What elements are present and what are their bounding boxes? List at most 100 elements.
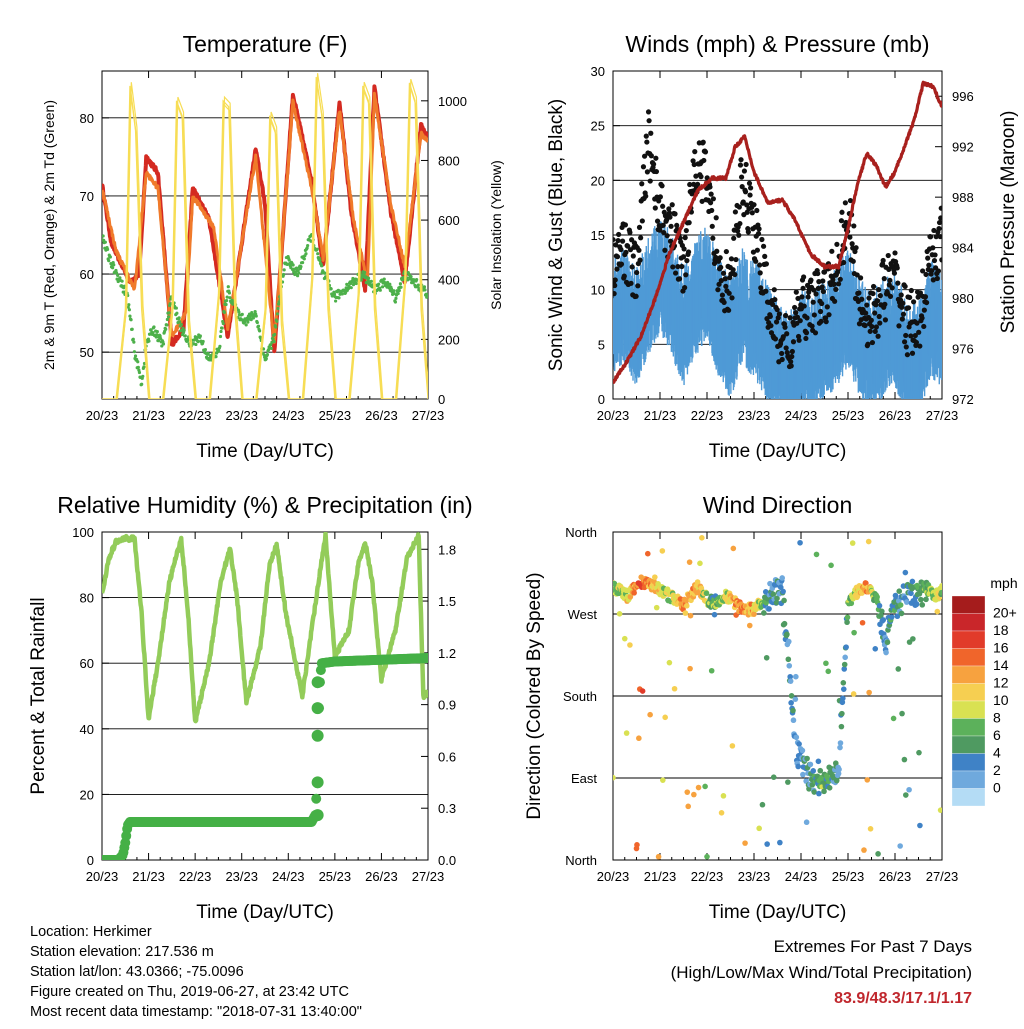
gust-point xyxy=(927,234,934,240)
gust-point xyxy=(702,149,709,155)
direction-point xyxy=(800,771,806,778)
gust-point xyxy=(796,337,802,343)
direction-point xyxy=(843,644,849,650)
gust-point xyxy=(912,332,918,339)
gust-point xyxy=(913,339,920,346)
x-tick-label: 23/23 xyxy=(225,869,258,884)
gust-point xyxy=(862,322,868,329)
direction-point xyxy=(697,560,703,567)
dewpoint-point xyxy=(399,285,403,289)
direction-point xyxy=(763,654,770,661)
direction-point xyxy=(644,550,651,557)
y2-tick-label: 0 xyxy=(438,392,445,407)
gust-point xyxy=(899,316,905,322)
gust-point xyxy=(656,198,662,204)
direction-point xyxy=(898,610,905,617)
gust-point xyxy=(732,209,738,215)
gust-point xyxy=(681,246,687,252)
dewpoint-point xyxy=(275,312,280,316)
gust-point xyxy=(921,307,927,313)
direction-point xyxy=(888,614,895,620)
series-group xyxy=(613,535,942,860)
colorbar-swatch xyxy=(951,788,986,807)
gust-point xyxy=(926,262,932,268)
direction-point xyxy=(895,666,902,672)
dewpoint-point xyxy=(318,258,322,263)
x-tick-label: 26/23 xyxy=(365,869,398,884)
x-tick-label: 20/23 xyxy=(597,408,630,423)
extremes-subtitle: (High/Low/Max Wind/Total Precipitation) xyxy=(670,963,972,982)
dewpoint-point xyxy=(337,296,341,300)
gust-point xyxy=(693,173,699,179)
dewpoint-point xyxy=(129,318,133,322)
gust-point xyxy=(639,218,645,224)
dewpoint-point xyxy=(302,257,306,261)
direction-point xyxy=(698,585,705,591)
colorbar-label: 18 xyxy=(993,622,1009,638)
gust-point xyxy=(877,293,883,299)
gust-point xyxy=(805,294,811,300)
panel-temperature: Temperature (F) 20/23 21/23 22/23 23/23 24/23… xyxy=(41,31,504,462)
y-tick-label: North xyxy=(565,853,597,868)
y-tick-label: 0 xyxy=(87,853,94,868)
gust-point xyxy=(686,220,692,226)
direction-point xyxy=(767,580,773,587)
gust-point xyxy=(937,233,942,240)
direction-point xyxy=(647,711,653,718)
gust-point xyxy=(640,164,647,170)
gust-point xyxy=(673,270,679,276)
x-tick-label: 21/23 xyxy=(644,408,677,423)
gust-point xyxy=(874,298,881,304)
direction-point xyxy=(616,611,623,617)
gust-point xyxy=(638,235,644,241)
gust-point xyxy=(784,349,790,356)
gust-point xyxy=(670,264,676,270)
gust-point xyxy=(872,310,878,316)
y-tick-label: 20 xyxy=(80,787,94,802)
gust-point xyxy=(641,153,648,159)
gust-point xyxy=(839,209,845,215)
gust-point xyxy=(938,215,942,221)
dewpoint-point xyxy=(219,329,223,334)
gust-point xyxy=(824,304,830,310)
gust-point xyxy=(800,285,806,291)
dewpoint-point xyxy=(332,292,337,296)
direction-point xyxy=(634,842,640,848)
panel-title: Relative Humidity (%) & Precipitation (i… xyxy=(57,492,472,518)
dewpoint-point xyxy=(149,328,153,332)
y-tick-label: West xyxy=(568,607,598,622)
gust-point xyxy=(682,285,688,291)
colorbar-label: 6 xyxy=(993,727,1001,743)
y2-tick-label: 976 xyxy=(952,342,974,357)
colorbar-title: mph xyxy=(990,575,1017,591)
dewpoint-point xyxy=(178,320,182,324)
direction-point xyxy=(793,734,800,741)
dewpoint-point xyxy=(366,276,371,280)
dewpoint-point xyxy=(271,337,275,341)
direction-point xyxy=(790,707,796,714)
gust-point xyxy=(726,290,732,296)
y-tick-label: 5 xyxy=(598,337,605,352)
gust-point xyxy=(923,271,929,278)
dewpoint-point xyxy=(136,360,140,364)
gust-point xyxy=(736,232,742,238)
dewpoint-point xyxy=(225,298,229,303)
dewpoint-point xyxy=(152,325,156,329)
gust-point xyxy=(757,262,763,268)
direction-point xyxy=(883,649,889,656)
direction-point xyxy=(691,791,697,798)
colorbar-label: 2 xyxy=(993,762,1001,778)
gust-point xyxy=(867,328,873,334)
gust-point xyxy=(877,320,883,326)
panel-title: Winds (mph) & Pressure (mb) xyxy=(625,31,929,57)
gust-point xyxy=(820,288,826,295)
dewpoint-point xyxy=(378,288,382,292)
direction-point xyxy=(781,597,787,604)
gust-point xyxy=(714,248,720,254)
dewpoint-point xyxy=(256,324,261,328)
gust-point xyxy=(664,233,670,239)
direction-point xyxy=(711,611,718,618)
dewpoint-point xyxy=(415,277,419,282)
y2-axis-label: Solar Insolation (Yellow) xyxy=(488,160,504,310)
